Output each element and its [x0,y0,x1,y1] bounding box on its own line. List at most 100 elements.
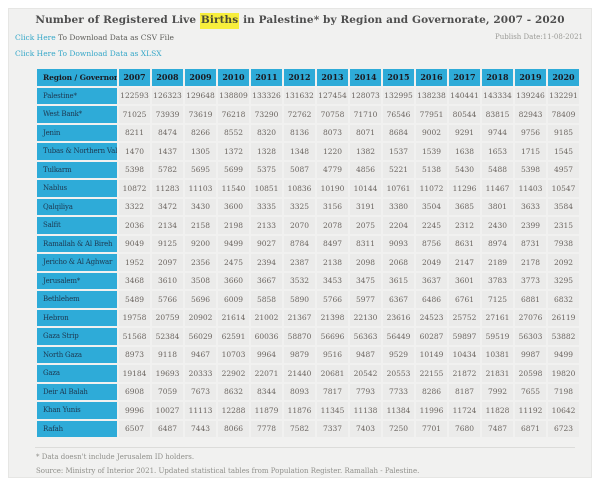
table-row: Deir Al Balah 6908 7059 7673 8632 8344 8093 781… [37,383,579,400]
table-cell: 2178 [515,254,546,271]
table-cell: 71025 [119,106,150,123]
row-label: West Bank* [37,106,117,123]
table-cell: 8136 [284,124,315,141]
csv-link-accent: Click Here [15,33,59,42]
table-cell: 9499 [218,235,249,252]
table-cell: 72762 [284,106,315,123]
table-cell: 3508 [185,272,216,289]
table-cell: 133326 [251,87,282,104]
table-cell: 9529 [383,346,414,363]
table-cell: 12288 [218,402,249,419]
table-cell: 7793 [350,383,381,400]
table-cell: 10703 [218,346,249,363]
table-cell: 3685 [449,198,480,215]
table-cell: 8093 [284,383,315,400]
table-cell: 53882 [548,328,579,345]
table-cell: 6832 [548,291,579,308]
table-cell: 2430 [482,217,513,234]
table-cell: 5430 [449,161,480,178]
table-cell: 21872 [449,365,480,382]
table-cell: 22071 [251,365,282,382]
table-cell: 3322 [119,198,150,215]
table-row: Jericho & Al Aghwar 1952 2097 2356 2475 2394 2… [37,254,579,271]
year-column-header: 2013 [317,69,348,86]
row-label: Rafah [37,420,117,437]
table-cell: 23616 [383,309,414,326]
table-cell: 27076 [515,309,546,326]
table-cell: 9879 [284,346,315,363]
table-cell: 1328 [251,143,282,160]
year-column-header: 2011 [251,69,282,86]
table-cell: 2068 [383,254,414,271]
table-cell: 5977 [350,291,381,308]
year-column-header: 2012 [284,69,315,86]
table-cell: 60287 [416,328,447,345]
table-cell: 2097 [152,254,183,271]
table-cell: 8286 [416,383,447,400]
table-cell: 9516 [317,346,348,363]
year-column-header: 2009 [185,69,216,86]
download-csv-link[interactable]: Click Here To Download Data as CSV File [15,33,174,42]
table-cell: 1437 [152,143,183,160]
table-cell: 3610 [152,272,183,289]
table-cell: 9487 [350,346,381,363]
table-cell: 2356 [185,254,216,271]
table-row: Bethlehem 5489 5766 5696 6009 5858 5890 5766 597… [37,291,579,308]
table-cell: 1952 [119,254,150,271]
table-cell: 11072 [416,180,447,197]
table-cell: 2475 [218,254,249,271]
row-label: Nablus [37,180,117,197]
csv-link-rest: To Download Data as CSV File [58,33,174,42]
table-cell: 20902 [185,309,216,326]
table-cell: 20681 [317,365,348,382]
table-cell: 56363 [350,328,381,345]
table-cell: 7582 [284,420,315,437]
table-cell: 24523 [416,309,447,326]
table-cell: 10144 [350,180,381,197]
table-cell: 51568 [119,328,150,345]
table-cell: 8474 [152,124,183,141]
table-row: Khan Yunis 9996 10027 11113 12288 11879 11876 1… [37,402,579,419]
table-cell: 10027 [152,402,183,419]
table-cell: 62591 [218,328,249,345]
table-cell: 3475 [350,272,381,289]
title-text-after: in Palestine* by Region and Governorate,… [239,14,565,26]
table-cell: 8684 [383,124,414,141]
header-row: Region / Governorate20072008200920102011… [37,69,579,86]
content-card: Number of Registered Live Births in Pale… [8,8,592,478]
table-cell: 8552 [218,124,249,141]
table-cell: 11828 [482,402,513,419]
row-label: Bethlehem [37,291,117,308]
table-cell: 7403 [350,420,381,437]
table-cell: 8344 [251,383,282,400]
table-cell: 7778 [251,420,282,437]
table-cell: 7250 [383,420,414,437]
table-cell: 7125 [482,291,513,308]
year-column-header: 2016 [416,69,447,86]
table-row: Tubas & Northern Valleys1470143713051372… [37,143,579,160]
table-cell: 10190 [317,180,348,197]
table-cell: 7673 [185,383,216,400]
table-cell: 3532 [284,272,315,289]
table-cell: 11724 [449,402,480,419]
table-body: Palestine* 122593 126323 129648 138809 133326… [37,87,579,437]
table-row: Ramallah & Al Bireh 9049 9125 9200 9499 9027 8… [37,235,579,252]
table-cell: 9002 [416,124,447,141]
table-cell: 56449 [383,328,414,345]
table-cell: 7198 [548,383,579,400]
row-label: Deir Al Balah [37,383,117,400]
table-cell: 1220 [317,143,348,160]
table-cell: 22130 [350,309,381,326]
year-column-header: 2014 [350,69,381,86]
table-cell: 73939 [152,106,183,123]
table-cell: 122593 [119,87,150,104]
table-cell: 6487 [152,420,183,437]
year-column-header: 2019 [515,69,546,86]
table-cell: 7059 [152,383,183,400]
table-cell: 8632 [218,383,249,400]
table-cell: 22902 [218,365,249,382]
download-xlsx-link[interactable]: Click Here To Download Data as XLSX [15,49,162,58]
table-cell: 5696 [185,291,216,308]
table-cell: 138809 [218,87,249,104]
table-cell: 1372 [218,143,249,160]
